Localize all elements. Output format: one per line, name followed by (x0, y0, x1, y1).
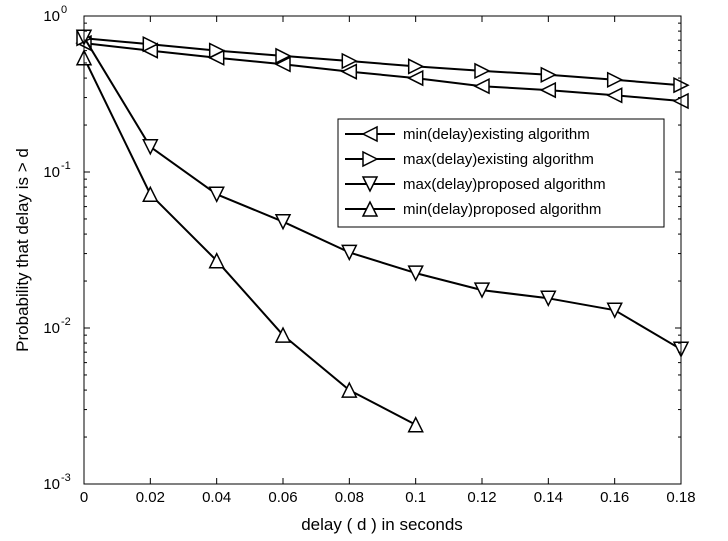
x-axis-label: delay ( d ) in seconds (301, 515, 463, 534)
data-point (275, 47, 292, 65)
x-tick-label: 0 (80, 489, 88, 506)
x-tick-label: 0.06 (268, 489, 297, 506)
data-point (142, 139, 159, 156)
data-point (474, 62, 491, 80)
x-tick-label: 0.02 (136, 489, 165, 506)
data-point (142, 185, 159, 203)
data-point (473, 77, 490, 95)
data-point (341, 244, 358, 262)
legend-marker (361, 125, 378, 143)
series-line (83, 57, 417, 426)
series-line (83, 42, 682, 102)
y-tick-label: 10 (43, 320, 60, 337)
data-point (407, 416, 424, 433)
y-tick-label: 10 (43, 164, 60, 181)
series-layer (75, 29, 690, 433)
data-point (473, 282, 491, 299)
data-point (606, 302, 623, 319)
data-point (540, 290, 557, 307)
data-point (407, 265, 424, 282)
legend-label: min(delay)proposed algorithm (403, 201, 601, 218)
legend-entry: min(delay)existing algorithm (345, 125, 590, 143)
x-tick-label: 0.14 (534, 489, 563, 506)
series-line (83, 37, 682, 87)
data-point (208, 252, 225, 269)
y-tick-exponent: -1 (61, 160, 71, 172)
legend-label: max(delay)proposed algorithm (403, 176, 606, 193)
data-point (540, 66, 557, 84)
legend-entry: max(delay)existing algorithm (345, 150, 594, 168)
legend-entry: max(delay)proposed algorithm (345, 176, 606, 193)
legend: min(delay)existing algorithm max(delay)ex… (337, 118, 665, 228)
legend-entry: min(delay)proposed algorithm (345, 200, 601, 218)
x-tick-label: 0.12 (467, 489, 496, 506)
x-tick-label: 0.1 (405, 489, 426, 506)
series-2 (76, 30, 690, 94)
y-tick-exponent: 0 (61, 4, 67, 16)
data-point (539, 81, 557, 99)
y-axis-label: Probability that delay is > d (13, 148, 32, 352)
legend-label: min(delay)existing algorithm (403, 126, 590, 143)
y-tick-label: 10 (43, 8, 60, 25)
x-tick-label: 0.08 (335, 489, 364, 506)
data-point (274, 326, 292, 343)
data-point (407, 58, 425, 75)
axes-frame (83, 15, 682, 485)
series-1 (75, 34, 689, 110)
x-tick-label: 0.16 (600, 489, 629, 506)
legend-label: max(delay)existing algorithm (403, 151, 594, 168)
y-tick-exponent: -2 (61, 316, 71, 328)
legend-marker (361, 176, 379, 193)
data-point (142, 35, 159, 53)
data-point (208, 42, 226, 59)
y-tick-exponent: -3 (61, 472, 71, 484)
plot-area (84, 16, 681, 484)
data-point (407, 69, 424, 87)
series-line (83, 36, 682, 351)
data-point (274, 213, 292, 231)
data-point (340, 63, 358, 80)
x-axis-ticks: 0 0.02 0.04 0.06 0.08 0.1 0.12 0.14 0.16 0.18 (80, 16, 696, 506)
x-tick-label: 0.04 (202, 489, 231, 506)
data-point (208, 186, 225, 203)
x-tick-label: 0.18 (666, 489, 695, 506)
data-point (274, 56, 291, 73)
data-point (341, 52, 358, 70)
data-point (606, 71, 624, 89)
y-tick-label: 10 (43, 476, 60, 493)
legend-marker (362, 150, 379, 168)
legend-marker (361, 200, 379, 217)
data-point (606, 87, 623, 104)
data-point (341, 381, 358, 398)
